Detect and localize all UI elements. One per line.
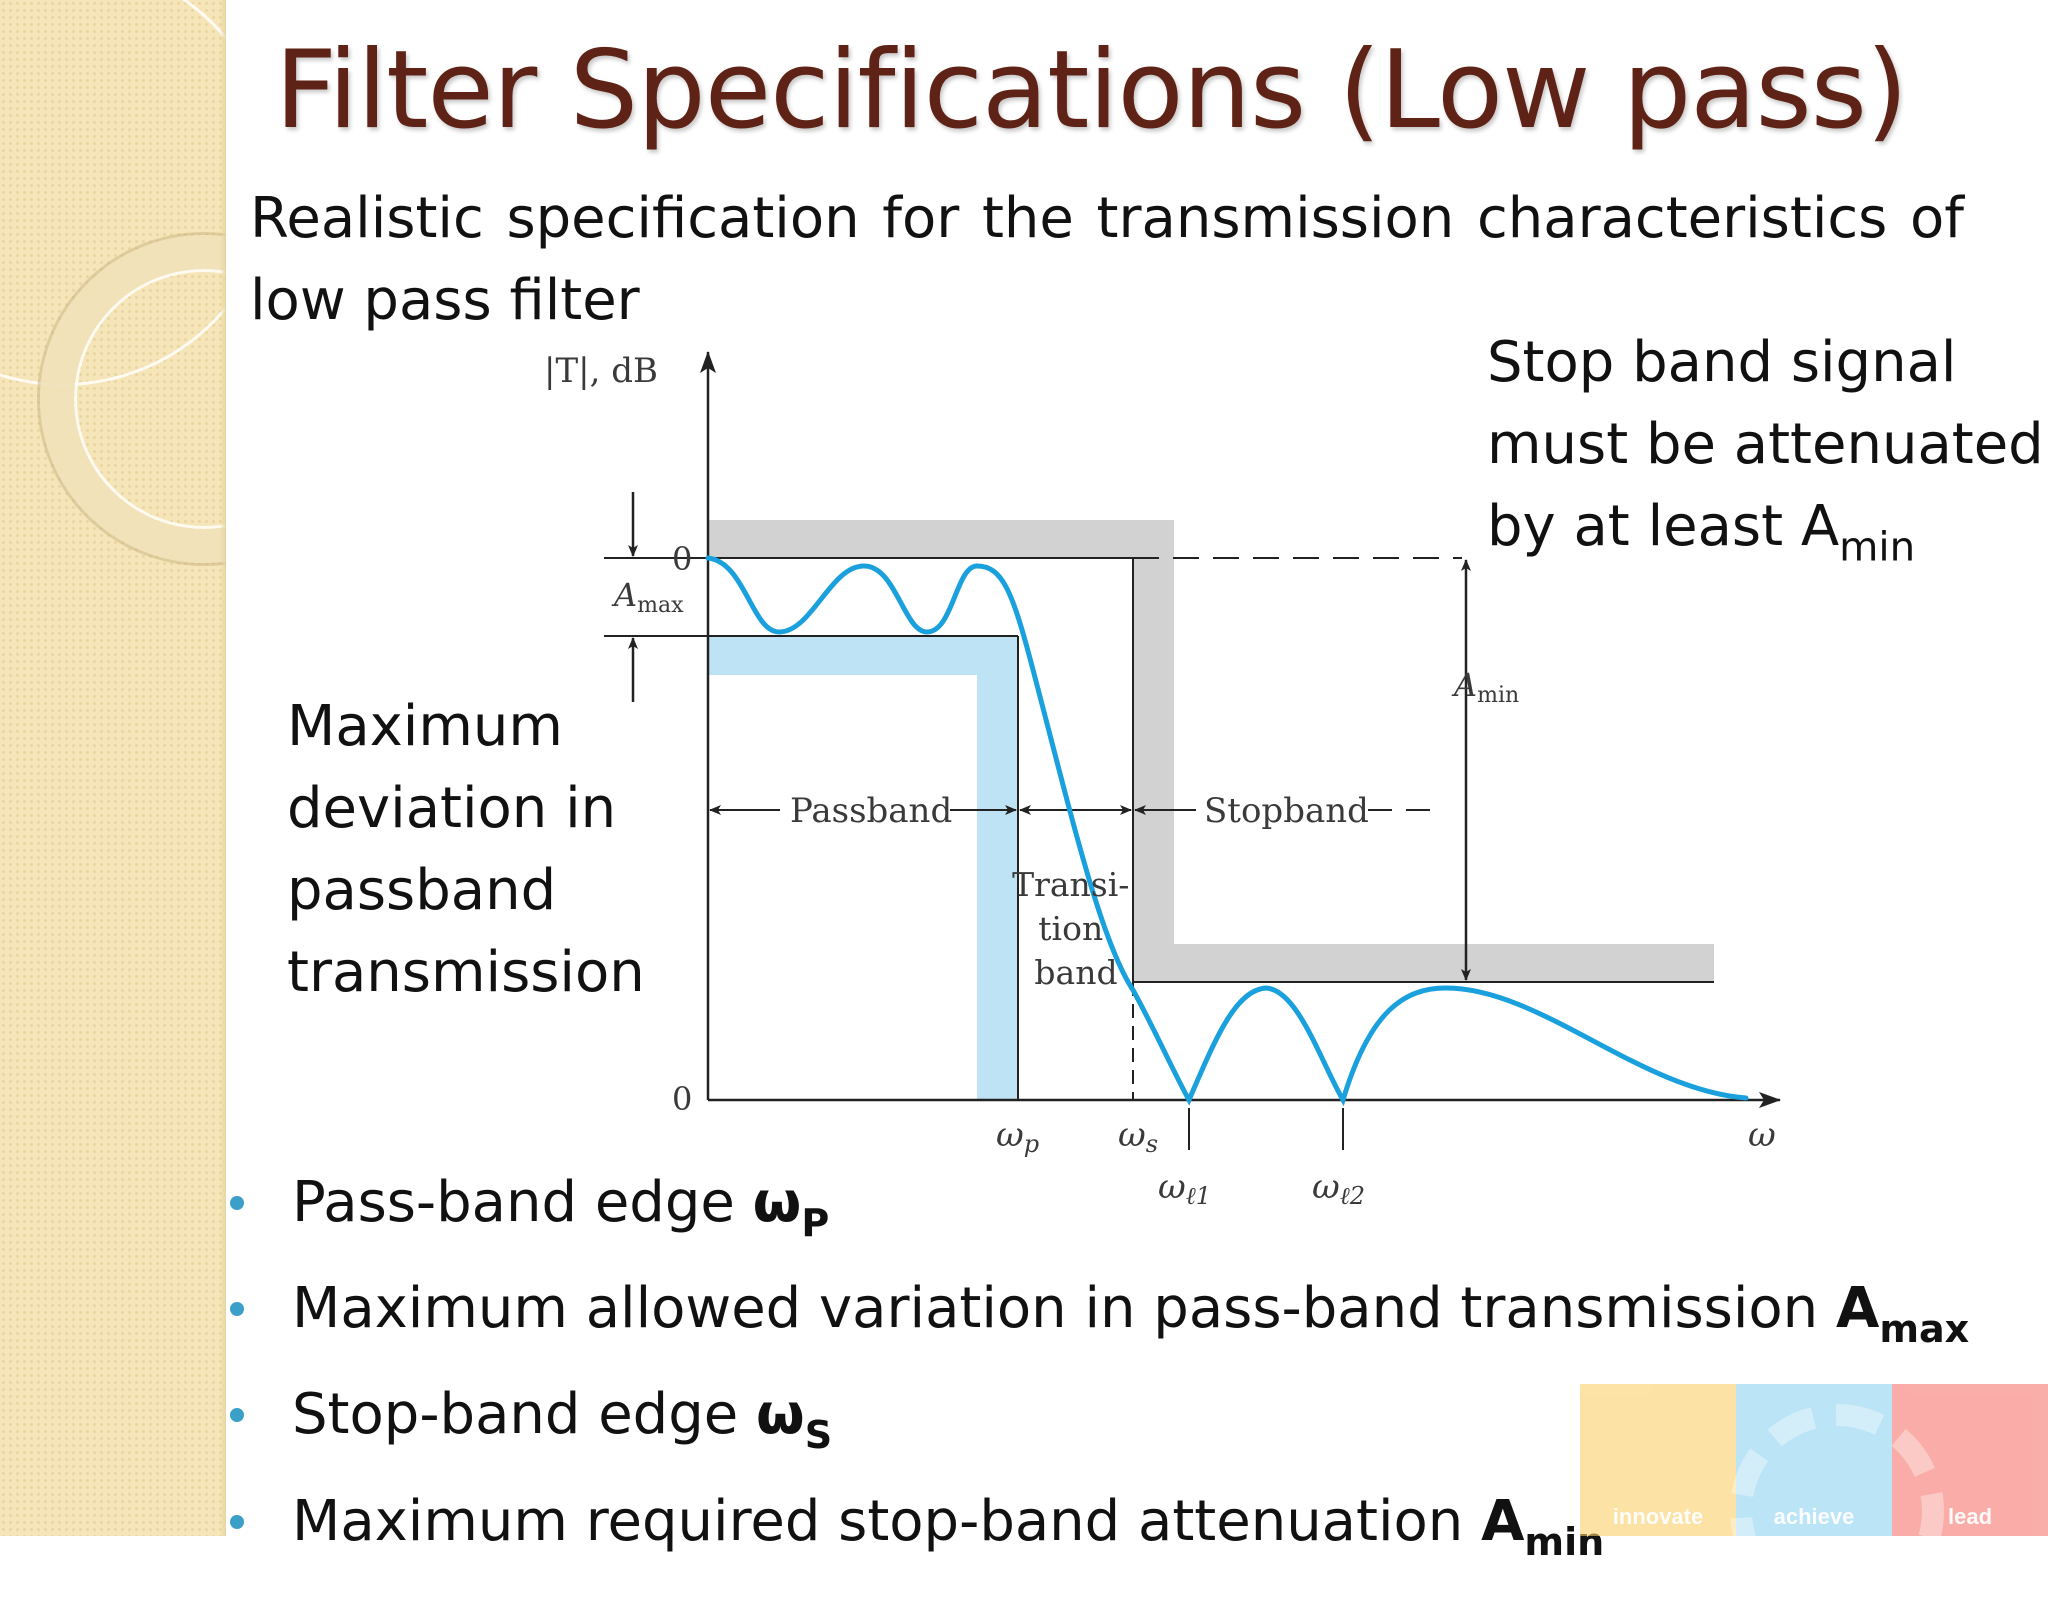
transition-band-label: Transi- tion band bbox=[1012, 865, 1140, 992]
stopband-region bbox=[708, 520, 1714, 982]
gear-icon bbox=[1730, 1404, 1944, 1618]
bullet-dot bbox=[230, 1408, 244, 1423]
logo-text: innovate bbox=[1612, 1504, 1704, 1529]
stopband-callout: Stop band signal must be attenuated by a… bbox=[1487, 330, 2044, 571]
decorative-side-panel bbox=[0, 0, 226, 1536]
wl2-label: ωℓ2 bbox=[1312, 1167, 1365, 1210]
bullet-dot bbox=[230, 1514, 244, 1529]
y-axis-label: |T|, dB bbox=[544, 351, 658, 391]
wl1-label: ωℓ1 bbox=[1158, 1167, 1211, 1210]
passband-label: Passband bbox=[790, 791, 952, 831]
wp-label: ωp bbox=[996, 1115, 1039, 1158]
zero-bottom-label: 0 bbox=[672, 1080, 692, 1118]
stopband-label: Stopband bbox=[1204, 791, 1369, 831]
amax-label: Amax bbox=[611, 576, 684, 618]
filter-response-curve bbox=[705, 555, 1749, 1107]
logo-text: lead bbox=[1947, 1504, 1993, 1529]
intro-text: Realistic specification for the transmis… bbox=[250, 186, 1964, 333]
ws-label: ωs bbox=[1118, 1115, 1158, 1158]
passband-region bbox=[708, 636, 1018, 1100]
list-item: Maximum allowed variation in pass-band t… bbox=[230, 1266, 1969, 1372]
zero-top-label: 0 bbox=[672, 540, 692, 578]
slide-title: Filter Specifications (Low pass) bbox=[274, 28, 1908, 153]
list-item: Stop-band edge ωS bbox=[230, 1372, 1969, 1478]
bullet-dot bbox=[230, 1196, 244, 1210]
amin-label: Amin bbox=[1451, 666, 1519, 708]
university-logo: innovate achieve lead bbox=[1580, 1384, 2048, 1618]
list-item: Pass-band edge ωP bbox=[230, 1160, 1969, 1266]
lowpass-spec-diagram: |T|, dB 0 0 Amax Amin Passband Stopband … bbox=[544, 351, 1781, 1210]
deviation-callout: Maximum deviation in passband transmissi… bbox=[287, 694, 645, 1005]
side-panel-edge bbox=[220, 0, 226, 1536]
x-axis-label: ω bbox=[1748, 1115, 1776, 1155]
bullet-dot bbox=[230, 1302, 244, 1317]
logo-segment-innovate: innovate bbox=[1580, 1384, 1736, 1536]
